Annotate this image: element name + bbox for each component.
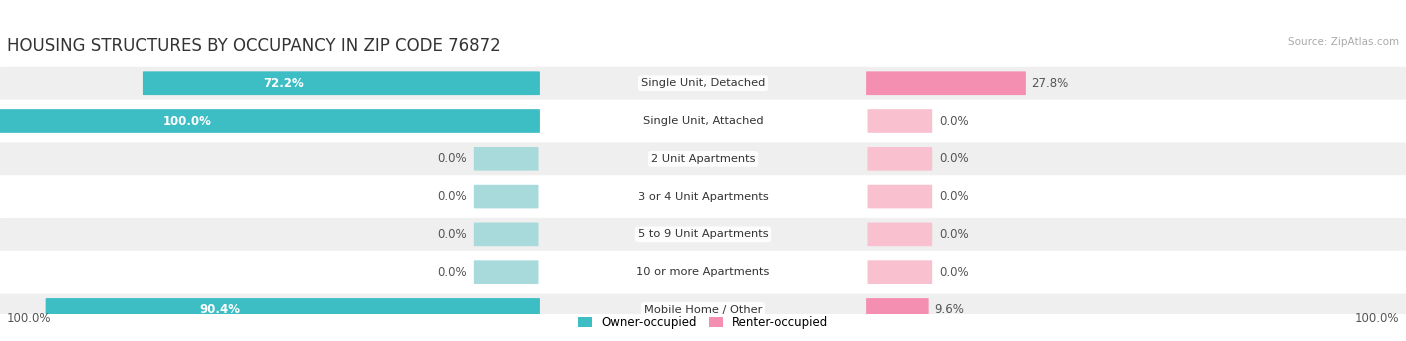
Text: 3 or 4 Unit Apartments: 3 or 4 Unit Apartments	[638, 192, 768, 202]
FancyBboxPatch shape	[868, 223, 932, 246]
Legend: Owner-occupied, Renter-occupied: Owner-occupied, Renter-occupied	[572, 311, 834, 333]
Text: Single Unit, Attached: Single Unit, Attached	[643, 116, 763, 126]
FancyBboxPatch shape	[0, 109, 540, 133]
FancyBboxPatch shape	[474, 185, 538, 208]
Text: 0.0%: 0.0%	[437, 228, 467, 241]
FancyBboxPatch shape	[474, 223, 538, 246]
Text: Mobile Home / Other: Mobile Home / Other	[644, 305, 762, 315]
FancyBboxPatch shape	[0, 142, 1406, 175]
Text: 27.8%: 27.8%	[1032, 77, 1069, 90]
FancyBboxPatch shape	[868, 109, 932, 133]
Text: 72.2%: 72.2%	[263, 77, 304, 90]
FancyBboxPatch shape	[866, 71, 1026, 95]
FancyBboxPatch shape	[45, 298, 540, 322]
FancyBboxPatch shape	[0, 294, 1406, 326]
FancyBboxPatch shape	[474, 260, 538, 284]
Text: 90.4%: 90.4%	[200, 303, 240, 316]
Text: 100.0%: 100.0%	[163, 115, 211, 128]
Text: Source: ZipAtlas.com: Source: ZipAtlas.com	[1288, 37, 1399, 47]
FancyBboxPatch shape	[0, 218, 1406, 251]
Text: Single Unit, Detached: Single Unit, Detached	[641, 78, 765, 88]
FancyBboxPatch shape	[866, 298, 928, 322]
Text: 9.6%: 9.6%	[934, 303, 965, 316]
Text: 0.0%: 0.0%	[939, 115, 969, 128]
Text: 100.0%: 100.0%	[7, 312, 52, 325]
FancyBboxPatch shape	[0, 105, 1406, 137]
Text: 0.0%: 0.0%	[939, 266, 969, 279]
Text: 0.0%: 0.0%	[939, 228, 969, 241]
Text: 0.0%: 0.0%	[437, 190, 467, 203]
Text: 0.0%: 0.0%	[437, 266, 467, 279]
Text: 5 to 9 Unit Apartments: 5 to 9 Unit Apartments	[638, 229, 768, 239]
FancyBboxPatch shape	[0, 256, 1406, 288]
Text: 0.0%: 0.0%	[437, 152, 467, 165]
Text: 10 or more Apartments: 10 or more Apartments	[637, 267, 769, 277]
Text: 0.0%: 0.0%	[939, 190, 969, 203]
Text: 0.0%: 0.0%	[939, 152, 969, 165]
FancyBboxPatch shape	[868, 185, 932, 208]
FancyBboxPatch shape	[868, 260, 932, 284]
FancyBboxPatch shape	[868, 147, 932, 170]
Text: 100.0%: 100.0%	[1354, 312, 1399, 325]
Text: HOUSING STRUCTURES BY OCCUPANCY IN ZIP CODE 76872: HOUSING STRUCTURES BY OCCUPANCY IN ZIP C…	[7, 37, 501, 55]
Text: 2 Unit Apartments: 2 Unit Apartments	[651, 154, 755, 164]
FancyBboxPatch shape	[0, 67, 1406, 100]
FancyBboxPatch shape	[0, 180, 1406, 213]
FancyBboxPatch shape	[143, 71, 540, 95]
FancyBboxPatch shape	[474, 147, 538, 170]
